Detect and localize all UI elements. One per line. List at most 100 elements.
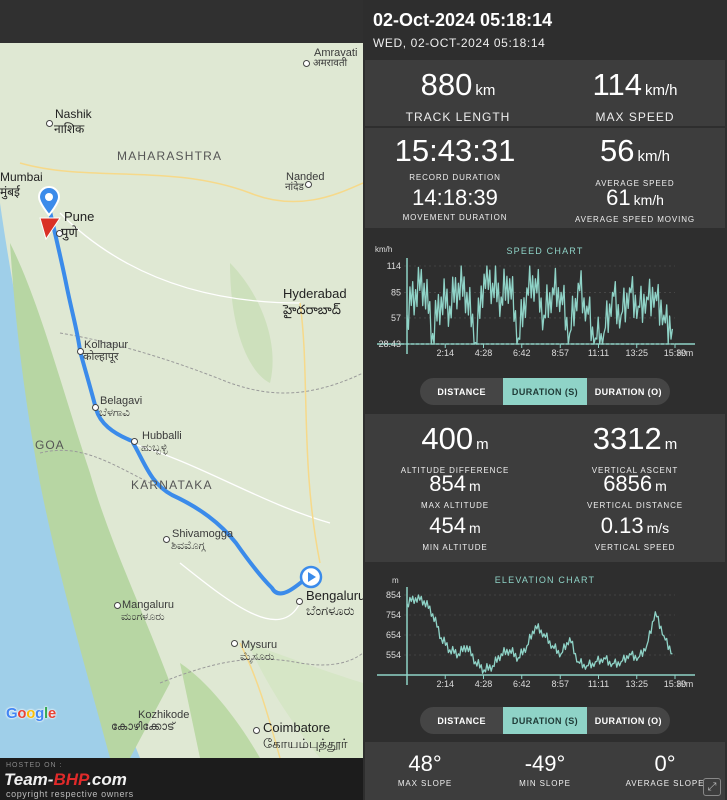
google-logo: Google <box>6 705 56 722</box>
map-dot-amravati <box>303 60 310 67</box>
map-label-shivamogga: Shivamogga <box>172 528 234 540</box>
map-label-bengaluru-local: ಬೆಂಗಳೂರು <box>306 603 355 618</box>
elevation-y-tick-label: 654 <box>386 630 401 640</box>
elevation-chart-title: ELEVATION CHART <box>494 575 596 585</box>
max-altitude-value: 854 <box>429 471 467 496</box>
elevation-x-tick-label: 8:57 <box>551 679 569 689</box>
elevation-chart-mode-toggle[interactable]: DISTANCE DURATION (S) DURATION (O) <box>420 707 670 734</box>
stat-max-altitude: 854 m MAX ALTITUDE <box>375 471 535 511</box>
elevation-chart-unit: m <box>392 576 399 585</box>
map-label-belagavi-local: ಬೆಳಗಾವಿ <box>99 407 130 419</box>
start-pin-icon[interactable] <box>37 186 61 216</box>
map-label-goa: GOA <box>35 438 65 452</box>
watermark-copyright: copyright respective owners <box>6 789 134 799</box>
altitude-difference-label: ALTITUDE DIFFERENCE <box>400 466 510 475</box>
speed-chart-plot: 114 85 57 28.43 2:14 4:28 6:42 8:57 11:11 13:25 15… <box>377 258 695 358</box>
stat-track-length: 880 km TRACK LENGTH <box>383 68 533 125</box>
map-dot-kolhapur <box>77 348 84 355</box>
route-map[interactable]: Amravati अमरावती Nashik नाशिक MAHARASHTR… <box>0 43 363 758</box>
vertical-distance-value: 6856 <box>603 471 653 496</box>
map-label-amravati-local: अमरावती <box>313 58 348 69</box>
map-dot-nanded <box>305 181 312 188</box>
map-label-belagavi: Belagavi <box>100 395 143 407</box>
average-speed-moving-label: AVERAGE SPEED MOVING <box>574 215 696 224</box>
elevation-chart[interactable]: m ELEVATION CHART 854 754 654 554 2:14 4:28 6:… <box>365 563 725 699</box>
max-slope-label: MAX SLOPE <box>397 779 453 788</box>
min-altitude-value: 454 <box>429 513 467 538</box>
track-length-unit: km <box>475 82 496 99</box>
map-label-coimbatore: Coimbatore <box>263 720 331 735</box>
elevation-x-tick-label: 4:28 <box>475 679 493 689</box>
map-label-nashik: Nashik <box>55 107 92 121</box>
map-dot-belagavi <box>92 404 99 411</box>
map-dot-nashik <box>46 120 53 127</box>
speed-x-tick-label: 11:11 <box>588 348 609 358</box>
speed-chart-unit: km/h <box>375 245 393 254</box>
min-slope-value: -49° <box>524 751 566 776</box>
expand-icon[interactable]: ⤢ <box>703 778 721 796</box>
stat-max-slope: 48° MAX SLOPE <box>365 752 485 789</box>
tab-duration-o-2[interactable]: DURATION (O) <box>594 715 662 726</box>
elevation-y-tick-label: 554 <box>386 650 401 660</box>
map-label-mangaluru: Mangaluru <box>122 599 174 611</box>
map-label-mysuru: Mysuru <box>241 639 278 651</box>
map-label-mysuru-local: ಮೈಸೂರು <box>240 651 275 663</box>
average-speed-label: AVERAGE SPEED <box>595 179 675 188</box>
track-stats-panel: 02-Oct-2024 05:18:14 WED, 02-OCT-2024 05… <box>363 0 727 800</box>
map-label-bengaluru: Bengaluru <box>306 588 363 603</box>
tab-duration-o[interactable]: DURATION (O) <box>594 386 662 397</box>
stat-movement-duration: 14:18:39 MOVEMENT DURATION <box>375 185 535 223</box>
stat-min-altitude: 454 m MIN ALTITUDE <box>375 513 535 553</box>
summary-card-top: 880 km TRACK LENGTH 114 km/h MAX SPEED <box>365 60 725 126</box>
map-label-hubballi-local: ಹುಬ್ಬಳ್ಳಿ <box>141 442 168 454</box>
stat-average-slope: 0° AVERAGE SLOPE <box>605 752 725 789</box>
google-logo-letter: g <box>35 705 44 722</box>
stat-max-speed: 114 km/h MAX SPEED <box>555 68 715 125</box>
speed-x-unit: H:m <box>677 348 694 358</box>
map-label-mumbai-local: मुंबई <box>0 185 20 199</box>
elevation-chart-plot: 854 754 654 554 2:14 4:28 6:42 8:57 11:11 13:25 15… <box>377 587 695 689</box>
vertical-ascent-unit: m <box>664 436 678 453</box>
vertical-speed-unit: m/s <box>646 520 670 536</box>
map-dot-coimbatore <box>253 727 260 734</box>
map-label-nanded-local: नांदेड <box>285 182 304 193</box>
map-label-coimbatore-local: கோயம்புத்தூர் <box>263 736 348 751</box>
record-duration-value: 15:43:31 <box>394 133 516 168</box>
tab-distance[interactable]: DISTANCE <box>437 386 486 397</box>
map-label-hyderabad-local: హైదరాబాద్ <box>283 302 341 317</box>
vertical-speed-label: VERTICAL SPEED <box>594 543 676 552</box>
speed-y-tick-label: 57 <box>391 313 401 323</box>
watermark-hosted: HOSTED ON : <box>6 762 63 769</box>
min-altitude-unit: m <box>469 520 481 536</box>
vertical-distance-unit: m <box>655 478 667 494</box>
speed-series-line <box>406 265 674 345</box>
tab-distance-2[interactable]: DISTANCE <box>437 715 486 726</box>
map-dot-mysuru <box>231 640 238 647</box>
google-logo-letter: G <box>6 705 18 722</box>
brand-part-b: BHP <box>53 770 88 789</box>
speed-chart[interactable]: km/h SPEED CHART 114 85 57 28.43 2:14 4:28 6:4… <box>365 232 725 368</box>
stat-min-slope: -49° MIN SLOPE <box>485 751 605 789</box>
elevation-x-tick-label: 2:14 <box>436 679 454 689</box>
map-label-kolhapur-local: कोल्हापूर <box>83 351 119 363</box>
summary-card-duration: 15:43:31 RECORD DURATION 56 km/h AVERAGE … <box>365 128 725 228</box>
tab-duration-s-2[interactable]: DURATION (S) <box>503 707 587 734</box>
speed-chart-title: SPEED CHART <box>506 246 584 256</box>
movement-duration-value: 14:18:39 <box>412 185 498 210</box>
end-marker-icon[interactable] <box>299 565 323 589</box>
speed-chart-mode-toggle[interactable]: DISTANCE DURATION (S) DURATION (O) <box>420 378 670 405</box>
google-logo-letter: o <box>17 705 27 722</box>
stat-vertical-distance: 6856 m VERTICAL DISTANCE <box>555 471 715 511</box>
map-label-nashik-local: नाशिक <box>54 122 85 136</box>
stat-vertical-speed: 0.13 m/s VERTICAL SPEED <box>555 514 715 553</box>
speed-x-tick-label: 15:39 <box>664 348 687 358</box>
map-label-kolhapur: Kolhapur <box>84 339 129 351</box>
slope-card: 48° MAX SLOPE -49° MIN SLOPE 0° AVERAGE … <box>365 742 725 800</box>
stat-average-speed: 56 km/h AVERAGE SPEED <box>555 134 715 189</box>
current-location-arrow-icon <box>39 217 61 240</box>
track-title: 02-Oct-2024 05:18:14 <box>373 10 553 30</box>
tab-duration-s[interactable]: DURATION (S) <box>503 378 587 405</box>
map-dot-shivamogga <box>163 536 170 543</box>
vertical-ascent-label: VERTICAL ASCENT <box>591 466 679 475</box>
map-label-nanded: Nanded <box>286 171 325 183</box>
